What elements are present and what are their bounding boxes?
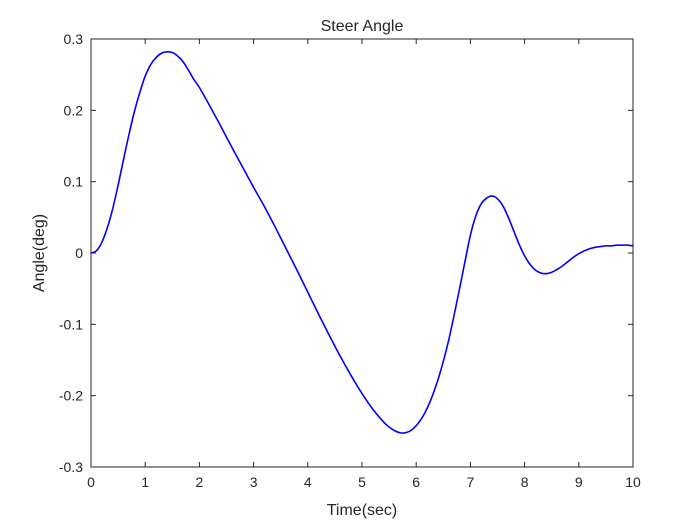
x-axis-ticks: 0 1 2 3 4 5 6 7 8 9 10 (87, 39, 641, 490)
y-tick-label: -0.2 (59, 388, 83, 404)
x-tick-label: 1 (141, 474, 149, 490)
x-tick-label: 2 (196, 474, 204, 490)
y-tick-label: 0.3 (64, 31, 84, 47)
y-axis-ticks: -0.3 -0.2 -0.1 0 0.1 0.2 0.3 (59, 31, 633, 475)
x-tick-label: 3 (250, 474, 258, 490)
chart-title: Steer Angle (321, 18, 404, 35)
y-tick-label: 0 (75, 245, 83, 261)
x-tick-label: 7 (467, 474, 475, 490)
y-axis-label: Angle(deg) (31, 214, 48, 292)
x-axis-label: Time(sec) (327, 502, 398, 519)
x-tick-label: 0 (87, 474, 95, 490)
x-tick-label: 9 (575, 474, 583, 490)
x-tick-label: 6 (412, 474, 420, 490)
x-tick-label: 10 (625, 474, 641, 490)
y-tick-label: -0.3 (59, 459, 83, 475)
plot-frame (90, 38, 634, 468)
y-tick-label: -0.1 (59, 316, 83, 332)
x-tick-label: 4 (304, 474, 312, 490)
plot-area (91, 39, 633, 467)
x-tick-label: 8 (521, 474, 529, 490)
y-tick-label: 0.2 (64, 102, 84, 118)
series-layer (90, 51, 634, 434)
series-line (90, 51, 634, 434)
x-tick-label: 5 (358, 474, 366, 490)
y-tick-label: 0.1 (64, 174, 84, 190)
